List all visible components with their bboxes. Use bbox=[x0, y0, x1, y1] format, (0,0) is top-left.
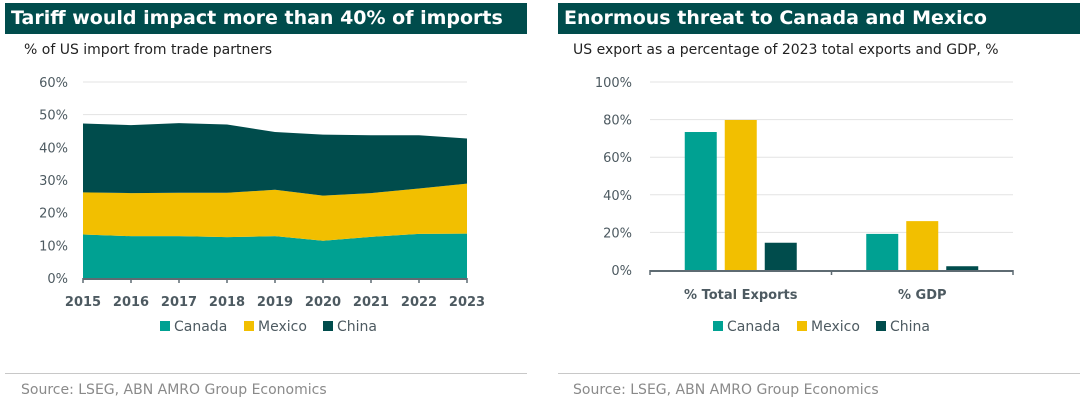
y-tick-label: 40% bbox=[39, 141, 68, 156]
y-tick-label: 60% bbox=[603, 151, 632, 166]
y-tick-label: 50% bbox=[39, 109, 68, 124]
legend-label-china: China bbox=[337, 319, 377, 335]
divider bbox=[558, 373, 1080, 374]
legend-swatch-china bbox=[323, 321, 333, 331]
chart-subtitle: US export as a percentage of 2023 total … bbox=[573, 42, 999, 58]
x-tick-label: 2021 bbox=[353, 295, 389, 310]
x-tick-label: 2018 bbox=[209, 295, 245, 310]
grouped-bar-chart: 0% 20% 40% 60% 80% 100% % Total Exports % GDP Ca… bbox=[595, 76, 1014, 335]
x-category-label: % Total Exports bbox=[684, 288, 798, 303]
legend-swatch-mexico bbox=[797, 321, 807, 331]
source-note: Source: LSEG, ABN AMRO Group Economics bbox=[21, 382, 327, 398]
legend-swatch-china bbox=[876, 321, 886, 331]
legend-label-mexico: Mexico bbox=[258, 319, 307, 335]
legend-label-canada: Canada bbox=[174, 319, 227, 335]
area-china bbox=[83, 123, 467, 196]
bar-china bbox=[764, 242, 797, 270]
chart-title: Tariff would impact more than 40% of imp… bbox=[5, 3, 527, 34]
y-tick-label: 100% bbox=[595, 76, 632, 91]
bar-china bbox=[946, 266, 979, 270]
legend-label-china: China bbox=[890, 319, 930, 335]
chart-title: Enormous threat to Canada and Mexico bbox=[558, 3, 1080, 34]
x-category-label: % GDP bbox=[898, 288, 947, 303]
chart-subtitle: % of US import from trade partners bbox=[24, 42, 273, 58]
left-chart-panel: Tariff would impact more than 40% of imp… bbox=[0, 0, 540, 407]
right-chart-panel: Enormous threat to Canada and Mexico US … bbox=[553, 0, 1083, 407]
legend-label-canada: Canada bbox=[727, 319, 780, 335]
x-tick-label: 2023 bbox=[449, 295, 485, 310]
y-tick-label: 20% bbox=[603, 226, 632, 241]
legend-swatch-canada bbox=[713, 321, 723, 331]
x-tick-label: 2019 bbox=[257, 295, 293, 310]
y-tick-label: 60% bbox=[39, 76, 68, 91]
x-tick-label: 2022 bbox=[401, 295, 437, 310]
y-tick-label: 0% bbox=[47, 272, 68, 287]
bar-mexico bbox=[906, 221, 939, 270]
y-tick-label: 40% bbox=[603, 189, 632, 204]
bar-canada bbox=[684, 132, 717, 270]
source-note: Source: LSEG, ABN AMRO Group Economics bbox=[573, 382, 879, 398]
x-tick-label: 2016 bbox=[113, 295, 149, 310]
y-tick-label: 20% bbox=[39, 207, 68, 222]
stacked-area-chart: 0% 10% 20% 30% 40% 50% 60% 2015 2016 2017 2018 2019… bbox=[39, 76, 485, 335]
legend-swatch-mexico bbox=[244, 321, 254, 331]
x-tick-label: 2017 bbox=[161, 295, 197, 310]
area-canada bbox=[83, 233, 467, 278]
y-tick-label: 80% bbox=[603, 114, 632, 129]
y-tick-label: 30% bbox=[39, 174, 68, 189]
bar-canada bbox=[866, 233, 899, 270]
legend-swatch-canada bbox=[160, 321, 170, 331]
y-tick-label: 10% bbox=[39, 239, 68, 254]
divider bbox=[5, 373, 527, 374]
bar-mexico bbox=[724, 119, 757, 270]
y-tick-label: 0% bbox=[611, 264, 632, 279]
x-tick-label: 2020 bbox=[305, 295, 341, 310]
x-tick-label: 2015 bbox=[65, 295, 101, 310]
area-mexico bbox=[83, 183, 467, 241]
legend-label-mexico: Mexico bbox=[811, 319, 860, 335]
